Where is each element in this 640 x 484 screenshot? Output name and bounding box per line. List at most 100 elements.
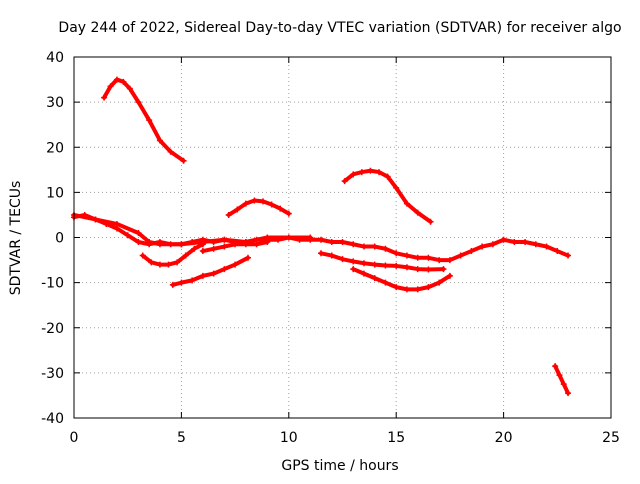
x-tick-label: 15 xyxy=(387,430,405,446)
axis-ticks: 0 5 10 15 20 25 -40 -30 -20 -10 0 10 20 30 40 xyxy=(41,50,620,446)
data-point xyxy=(242,241,249,248)
data-point xyxy=(221,266,228,273)
data-point xyxy=(307,234,314,241)
data-point xyxy=(552,363,559,370)
data-point xyxy=(414,254,421,261)
series-line xyxy=(553,364,571,396)
data-point xyxy=(360,270,367,277)
series-trace-5 xyxy=(169,254,251,288)
data-point xyxy=(210,270,217,277)
data-point xyxy=(113,220,120,227)
data-point xyxy=(244,254,251,261)
data-point xyxy=(268,201,275,208)
series-trace-6 xyxy=(199,239,271,255)
data-point xyxy=(221,236,228,243)
data-point xyxy=(146,117,153,124)
data-point xyxy=(199,248,206,255)
data-point xyxy=(135,229,142,236)
data-point xyxy=(350,171,357,178)
data-point xyxy=(371,261,378,268)
data-point xyxy=(414,266,421,273)
data-point xyxy=(371,275,378,282)
data-point xyxy=(221,243,228,250)
data-point xyxy=(350,258,357,265)
data-point xyxy=(167,148,174,155)
data-point xyxy=(403,252,410,259)
data-point xyxy=(543,243,550,250)
series-trace-3 xyxy=(71,211,314,248)
data-point xyxy=(554,248,561,255)
data-point xyxy=(446,272,453,279)
data-point xyxy=(339,239,346,246)
data-point xyxy=(556,372,563,379)
data-point xyxy=(251,197,258,204)
data-point xyxy=(107,83,114,90)
data-point xyxy=(403,200,410,207)
series-line xyxy=(351,267,452,292)
data-point xyxy=(414,286,421,293)
data-point xyxy=(341,178,348,185)
x-tick-label: 5 xyxy=(177,430,186,446)
y-tick-label: -10 xyxy=(41,276,64,292)
data-point xyxy=(511,239,518,246)
data-point xyxy=(565,390,572,397)
data-point xyxy=(174,259,181,266)
x-axis-label: GPS time / hours xyxy=(281,458,398,474)
data-point xyxy=(425,266,432,273)
data-point xyxy=(191,245,198,252)
data-point xyxy=(328,239,335,246)
data-point xyxy=(468,248,475,255)
data-point xyxy=(101,94,108,101)
y-tick-label: 0 xyxy=(55,231,64,247)
data-point xyxy=(446,257,453,264)
series-trace-1 xyxy=(101,76,187,164)
data-point xyxy=(165,261,172,268)
data-point xyxy=(565,252,572,259)
data-point xyxy=(489,241,496,248)
data-point xyxy=(376,169,383,176)
series-trace-7 xyxy=(225,197,292,218)
data-point xyxy=(146,239,153,246)
data-point xyxy=(232,261,239,268)
data-point xyxy=(393,284,400,291)
series-line xyxy=(170,255,250,287)
data-point xyxy=(120,78,127,85)
data-point xyxy=(182,252,189,259)
data-point xyxy=(189,277,196,284)
data-point xyxy=(156,261,163,268)
data-point xyxy=(260,198,267,205)
data-point xyxy=(156,137,163,144)
y-tick-label: 40 xyxy=(46,50,64,66)
data-point xyxy=(522,239,529,246)
data-point xyxy=(440,266,447,273)
series-trace-11 xyxy=(552,363,572,397)
data-point xyxy=(382,279,389,286)
data-point xyxy=(135,99,142,106)
data-point xyxy=(210,245,217,252)
data-point xyxy=(367,167,374,174)
y-tick-label: -40 xyxy=(41,411,64,427)
data-point xyxy=(124,232,131,239)
chart-title: Day 244 of 2022, Sidereal Day-to-day VTE… xyxy=(58,20,621,36)
y-tick-label: 10 xyxy=(46,185,64,201)
data-point xyxy=(178,241,185,248)
series-line xyxy=(319,251,446,272)
series-trace-9 xyxy=(341,167,434,225)
data-point xyxy=(436,279,443,286)
data-point xyxy=(350,266,357,273)
data-point xyxy=(350,241,357,248)
data-point xyxy=(382,262,389,269)
data-point xyxy=(436,257,443,264)
data-point xyxy=(532,241,539,248)
x-tick-label: 10 xyxy=(280,430,298,446)
grid xyxy=(74,57,611,418)
data-point xyxy=(199,241,206,248)
data-point xyxy=(135,239,142,246)
data-point xyxy=(360,260,367,267)
data-point xyxy=(328,252,335,259)
data-point xyxy=(393,250,400,257)
x-tick-label: 20 xyxy=(495,430,513,446)
data-point xyxy=(180,157,187,164)
series-trace-4 xyxy=(139,241,206,268)
data-point xyxy=(225,211,232,218)
